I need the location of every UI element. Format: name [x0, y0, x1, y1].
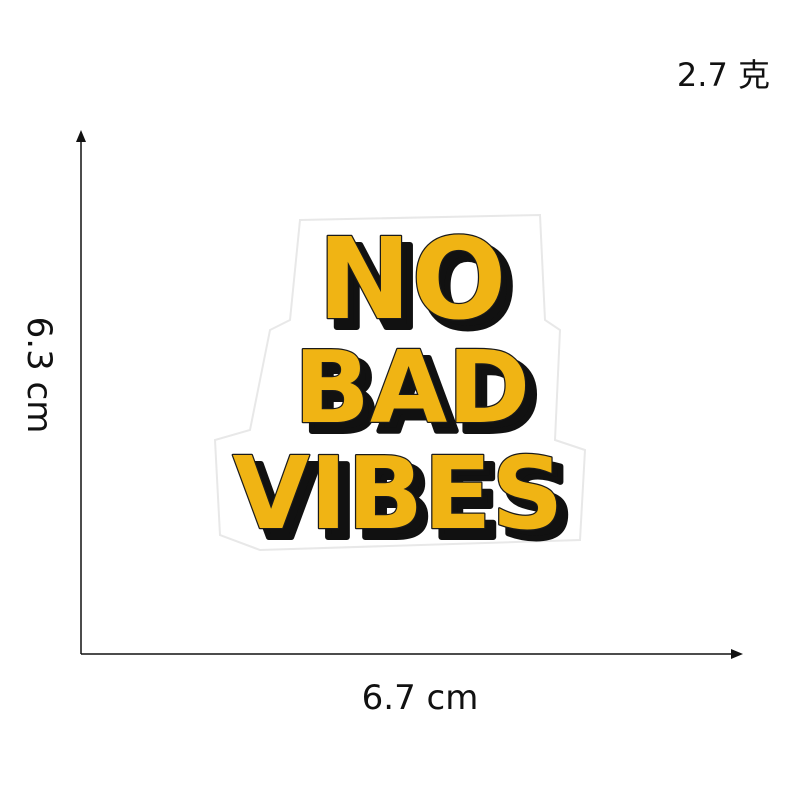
patch-text-line-2: BAD — [294, 329, 531, 446]
patch-backing — [213, 213, 587, 552]
width-dimension-label: 6.7 cm — [361, 678, 479, 718]
patch-text-line-3: VIBES — [232, 435, 563, 552]
patch-text-line-1: NO — [318, 215, 507, 345]
patch-text-shadow-1: NO — [327, 224, 516, 354]
patch-text-shadow-2: BAD — [303, 338, 540, 455]
height-dimension-label: 6.3 cm — [19, 316, 59, 434]
patch-text-shadow-3: VIBES — [241, 444, 572, 561]
weight-label: 2.7 克 — [676, 56, 770, 94]
